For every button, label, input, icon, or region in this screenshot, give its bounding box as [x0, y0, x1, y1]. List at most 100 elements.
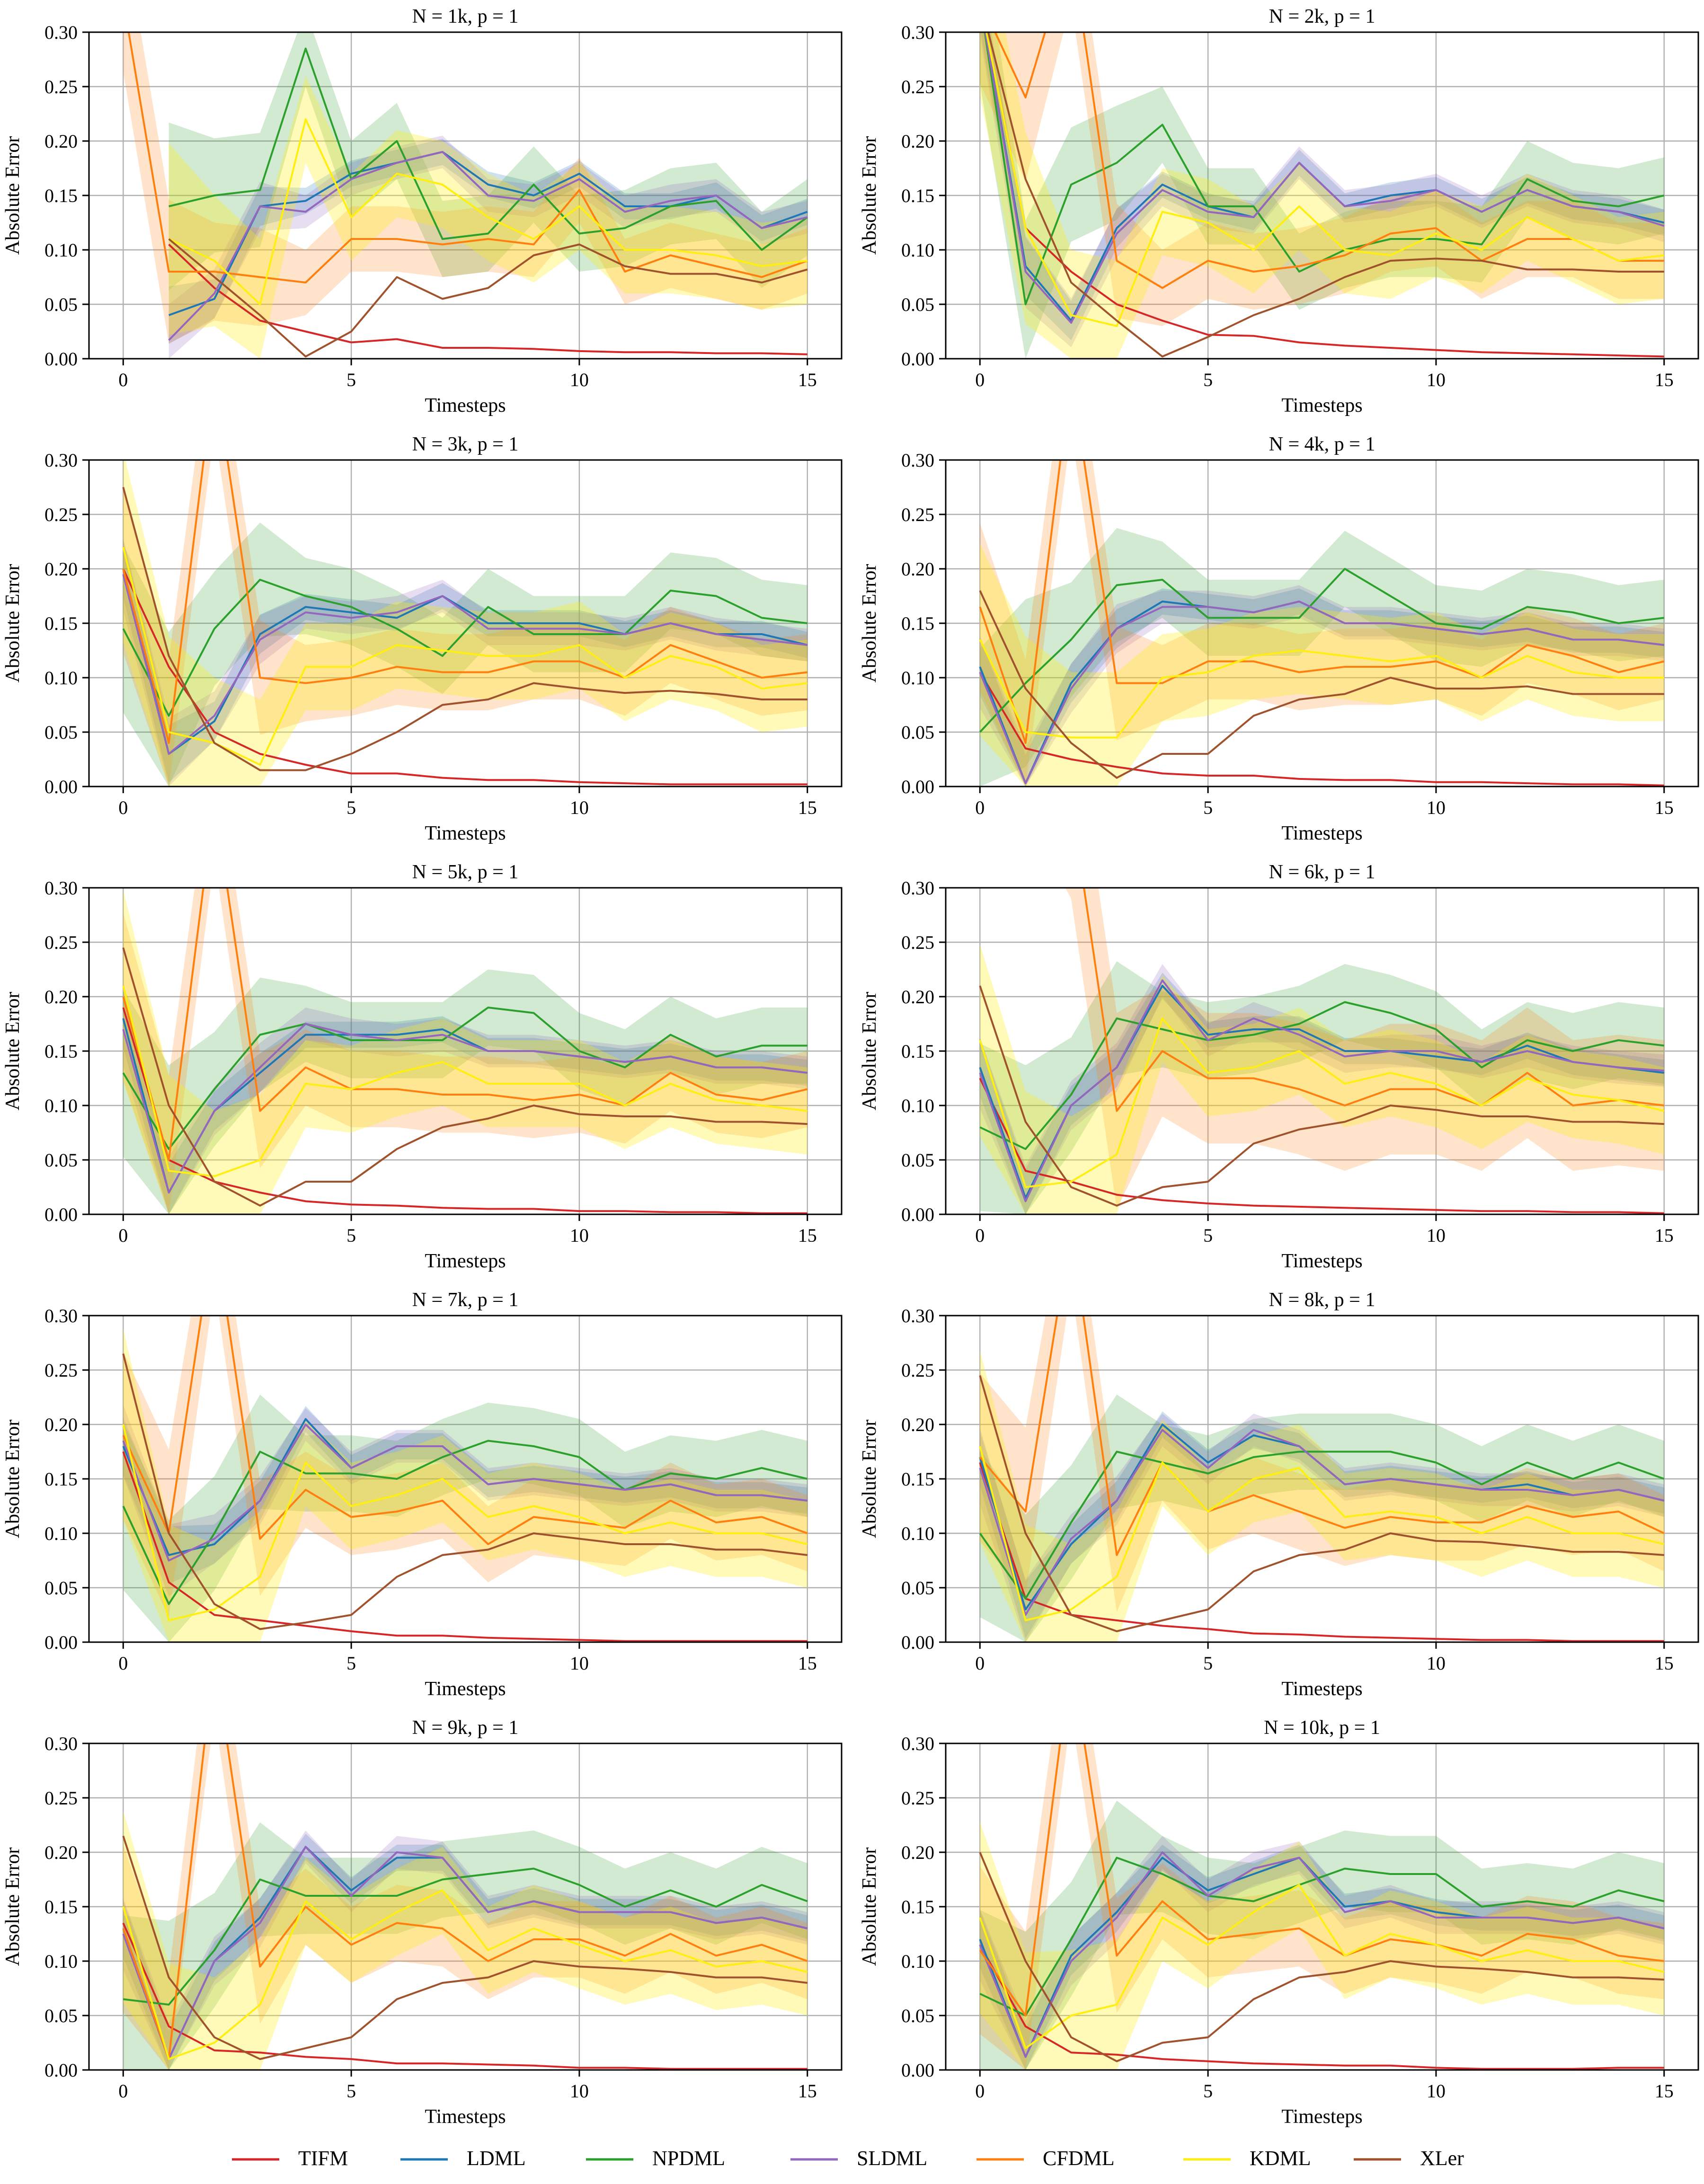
band-npdml — [123, 1394, 808, 1642]
y-tick-label: 0.30 — [44, 450, 78, 471]
y-tick-label: 0.20 — [901, 986, 934, 1008]
line-kdml — [979, 639, 1664, 739]
y-tick-label: 0.05 — [44, 1577, 78, 1599]
y-axis-label: Absolute Error — [859, 564, 880, 683]
x-tick-label: 10 — [570, 797, 589, 818]
band-npdml — [123, 969, 808, 1214]
x-tick-label: 0 — [975, 369, 985, 390]
band-sldml — [123, 1830, 808, 2070]
band-npdml — [980, 528, 1664, 787]
x-tick-label: 10 — [1427, 1225, 1446, 1246]
plot-area — [979, 1316, 1665, 1642]
y-tick-label: 0.15 — [901, 185, 934, 206]
y-axis-label: Absolute Error — [859, 1848, 880, 1966]
y-axis-label: Absolute Error — [2, 1420, 24, 1539]
line-npdml — [979, 1450, 1665, 1600]
subplot-title: N = 8k, p = 1 — [1269, 1289, 1376, 1311]
subplot-6: 0.00 0.05 0.10 0.15 0.20 0.25 0.30 0 5 10 15 N = 6k… — [859, 861, 1699, 1272]
band-sldml — [980, 585, 1664, 787]
line-kdml — [979, 1446, 1665, 1621]
y-tick-label: 0.00 — [901, 1632, 934, 1653]
subplot-title: N = 2k, p = 1 — [1269, 6, 1376, 27]
y-tick-label: 0.05 — [901, 294, 934, 315]
x-axis-label: Timesteps — [425, 395, 506, 416]
band-npdml — [169, 32, 808, 291]
x-tick-label: 15 — [798, 369, 817, 390]
x-tick-label: 5 — [346, 797, 356, 818]
line-xler — [122, 1835, 808, 2060]
band-npdml — [123, 522, 808, 787]
x-tick-label: 10 — [570, 369, 589, 390]
line-xler — [122, 486, 808, 771]
line-xler — [168, 238, 808, 358]
subplot-2: 0.00 0.05 0.10 0.15 0.20 0.25 0.30 0 5 10 15 N = 2k… — [859, 6, 1699, 416]
x-tick-label: 10 — [570, 1653, 589, 1674]
plot-area — [979, 888, 1665, 1214]
band-cfdml — [123, 888, 808, 1214]
band-sldml — [980, 964, 1664, 1214]
y-tick-label: 0.25 — [44, 1360, 78, 1381]
line-cfdml — [122, 888, 808, 1161]
y-tick-label: 0.15 — [44, 185, 78, 206]
line-sldml — [979, 979, 1664, 1203]
y-tick-label: 0.30 — [901, 1733, 934, 1754]
line-tifm — [122, 1451, 808, 1642]
y-tick-label: 0.25 — [44, 504, 78, 525]
y-tick-label: 0.10 — [44, 1523, 78, 1544]
x-tick-label: 15 — [798, 1225, 817, 1246]
legend-label: CFDML — [1043, 2147, 1115, 2170]
x-axis-label: Timesteps — [425, 822, 506, 844]
legend-item-xler: XLer — [1354, 2147, 1464, 2170]
plot-area — [122, 1316, 808, 1642]
y-tick-label: 0.10 — [44, 1951, 78, 1972]
band-npdml — [980, 1394, 1664, 1642]
y-axis-label: Absolute Error — [2, 992, 24, 1111]
y-tick-label: 0.05 — [901, 1149, 934, 1171]
subplot-title: N = 3k, p = 1 — [412, 433, 519, 455]
subplot-1: 0.00 0.05 0.10 0.15 0.20 0.25 0.30 0 5 10 15 N = 1k… — [2, 6, 843, 416]
line-xler — [979, 1852, 1664, 2062]
band-npdml — [980, 32, 1664, 359]
line-sldml — [122, 1846, 808, 2060]
line-cfdml — [1083, 888, 1664, 1112]
line-kdml — [979, 1884, 1665, 2049]
legend-item-npdml: NPDML — [586, 2147, 725, 2170]
y-tick-label: 0.05 — [44, 2005, 78, 2026]
y-tick-label: 0.05 — [44, 1149, 78, 1171]
y-tick-label: 0.20 — [44, 131, 78, 152]
y-tick-label: 0.25 — [901, 1360, 934, 1381]
y-axis-label: Absolute Error — [859, 992, 880, 1111]
x-axis-label: Timesteps — [1281, 822, 1362, 844]
line-tifm — [979, 672, 1664, 787]
y-tick-label: 0.20 — [901, 1414, 934, 1435]
x-tick-label: 15 — [798, 797, 817, 818]
line-xler — [979, 590, 1664, 779]
y-tick-label: 0.00 — [44, 776, 78, 797]
y-axis-label: Absolute Error — [2, 136, 24, 255]
line-tifm — [122, 1922, 808, 2070]
x-tick-label: 10 — [570, 1225, 589, 1246]
line-sldml — [979, 601, 1664, 785]
legend-item-cfdml: CFDML — [976, 2147, 1115, 2170]
line-xler — [122, 1353, 808, 1630]
y-tick-label: 0.25 — [901, 932, 934, 953]
y-tick-label: 0.10 — [901, 1951, 934, 1972]
y-tick-label: 0.20 — [901, 558, 934, 580]
band-cfdml — [123, 460, 808, 787]
x-tick-label: 0 — [975, 2080, 985, 2102]
x-tick-label: 15 — [1655, 369, 1674, 390]
line-sldml — [122, 1424, 808, 1562]
y-tick-label: 0.30 — [44, 1305, 78, 1326]
band-cfdml — [980, 32, 1664, 326]
band-cfdml — [1065, 888, 1664, 1209]
x-tick-label: 0 — [118, 1225, 128, 1246]
line-cfdml — [122, 1743, 808, 2060]
x-axis-label: Timesteps — [1281, 1250, 1362, 1272]
line-cfdml — [979, 1316, 1665, 1556]
y-tick-label: 0.20 — [44, 1842, 78, 1863]
line-npdml — [122, 579, 808, 717]
x-axis-label: Timesteps — [1281, 2106, 1362, 2128]
band-kdml — [123, 890, 808, 1214]
